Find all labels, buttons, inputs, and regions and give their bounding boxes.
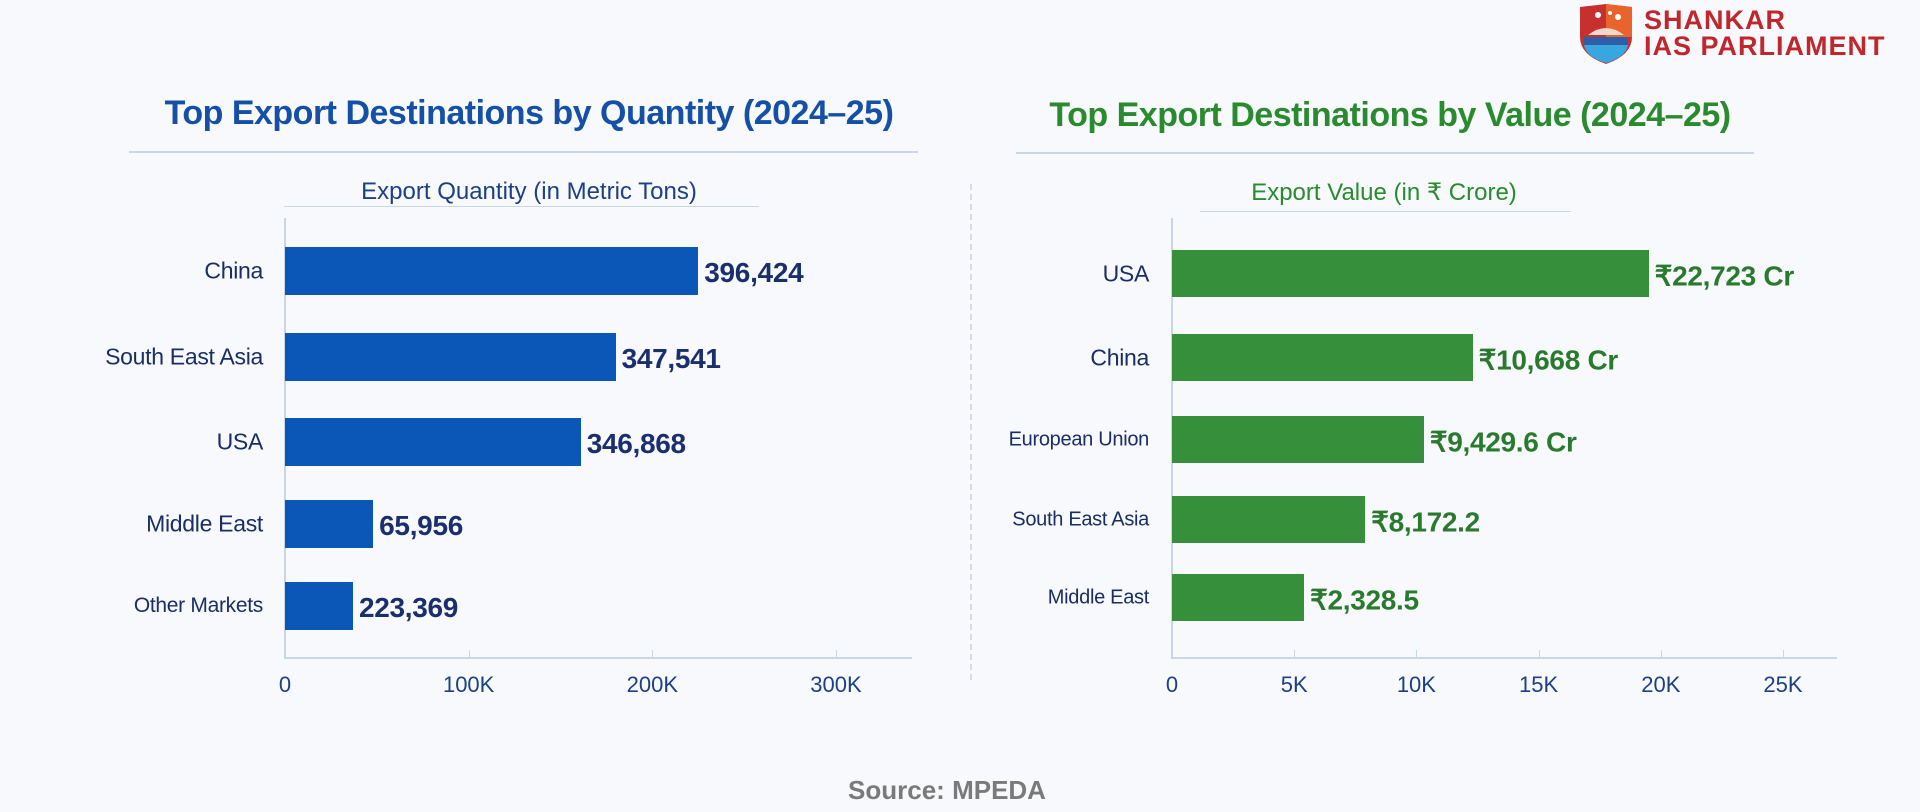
value-chart-subtitle: Export Value (in ₹ Crore) [1251,179,1517,206]
chart-divider [970,184,972,680]
bar-european-union [1172,416,1424,463]
x-tick-mark [1660,650,1662,658]
category-label: USA [216,428,264,455]
x-tick-mark [1294,650,1296,658]
x-tick-mark [1538,650,1540,658]
value-label: 223,369 [358,592,459,623]
value-label: ₹8,172.2 [1371,506,1480,537]
bar-middle-east [285,500,374,548]
logo-line-2: IAS PARLIAMENT [1644,31,1886,61]
x-tick-label: 5K [1280,672,1308,697]
x-tick-label: 200K [626,672,679,697]
x-tick-mark [468,650,470,658]
value-label: 347,541 [621,343,721,374]
bar-china [1172,334,1473,381]
source-note: Source: MPEDA [848,775,1046,805]
category-label: Middle East [1047,586,1150,608]
value-subtitle-underline [1200,211,1571,212]
x-tick-mark [836,650,837,658]
bar-middle-east [1172,574,1304,621]
logo-line-1: SHANKAR [1644,5,1786,35]
value-label: ₹2,328.5 [1309,584,1419,615]
x-tick-label: 10K [1396,672,1436,697]
x-tick-mark [1416,650,1418,658]
value-label: ₹9,429.6 Cr [1429,426,1577,457]
quantity-chart-title: Top Export Destinations by Quantity (202… [164,94,894,132]
quantity-chart-subtitle: Export Quantity (in Metric Tons) [361,178,697,205]
quantity-x-axis [284,657,912,659]
bar-other-markets [285,582,353,630]
quantity-subtitle-underline [284,206,759,207]
category-label: South East Asia [105,343,263,370]
shield-logo-icon [1580,4,1632,64]
category-label: Middle East [146,510,263,537]
bar-south-east-asia [1172,496,1366,543]
x-tick-label: 0 [278,672,292,697]
x-tick-label: 20K [1641,672,1681,697]
bar-usa [285,418,581,466]
x-tick-label: 0 [1165,672,1179,697]
category-label: European Union [1008,428,1150,450]
bar-usa [1172,250,1649,297]
value-x-axis [1171,657,1837,659]
x-tick-label: 100K [442,672,495,697]
category-label: South East Asia [1012,508,1149,530]
value-label: 65,956 [379,510,463,541]
value-label: ₹22,723 Cr [1654,260,1795,291]
value-label: ₹10,668 Cr [1478,344,1619,375]
category-label: China [1090,344,1149,370]
value-label: 396,424 [704,257,804,288]
bar-south-east-asia [285,333,616,381]
x-tick-mark [1783,650,1784,658]
value-chart-title: Top Export Destinations by Value (2024–2… [1049,96,1731,134]
category-label: China [204,257,263,284]
x-tick-label: 25K [1763,672,1803,697]
x-tick-label: 300K [810,672,862,697]
value-label: 346,868 [586,428,686,459]
bar-china [285,247,699,295]
quantity-title-divider [129,151,918,153]
category-label: Other Markets [133,594,263,617]
x-tick-mark [652,650,654,658]
category-label: USA [1102,260,1150,286]
value-title-divider [1016,152,1754,154]
x-tick-label: 15K [1519,672,1559,697]
